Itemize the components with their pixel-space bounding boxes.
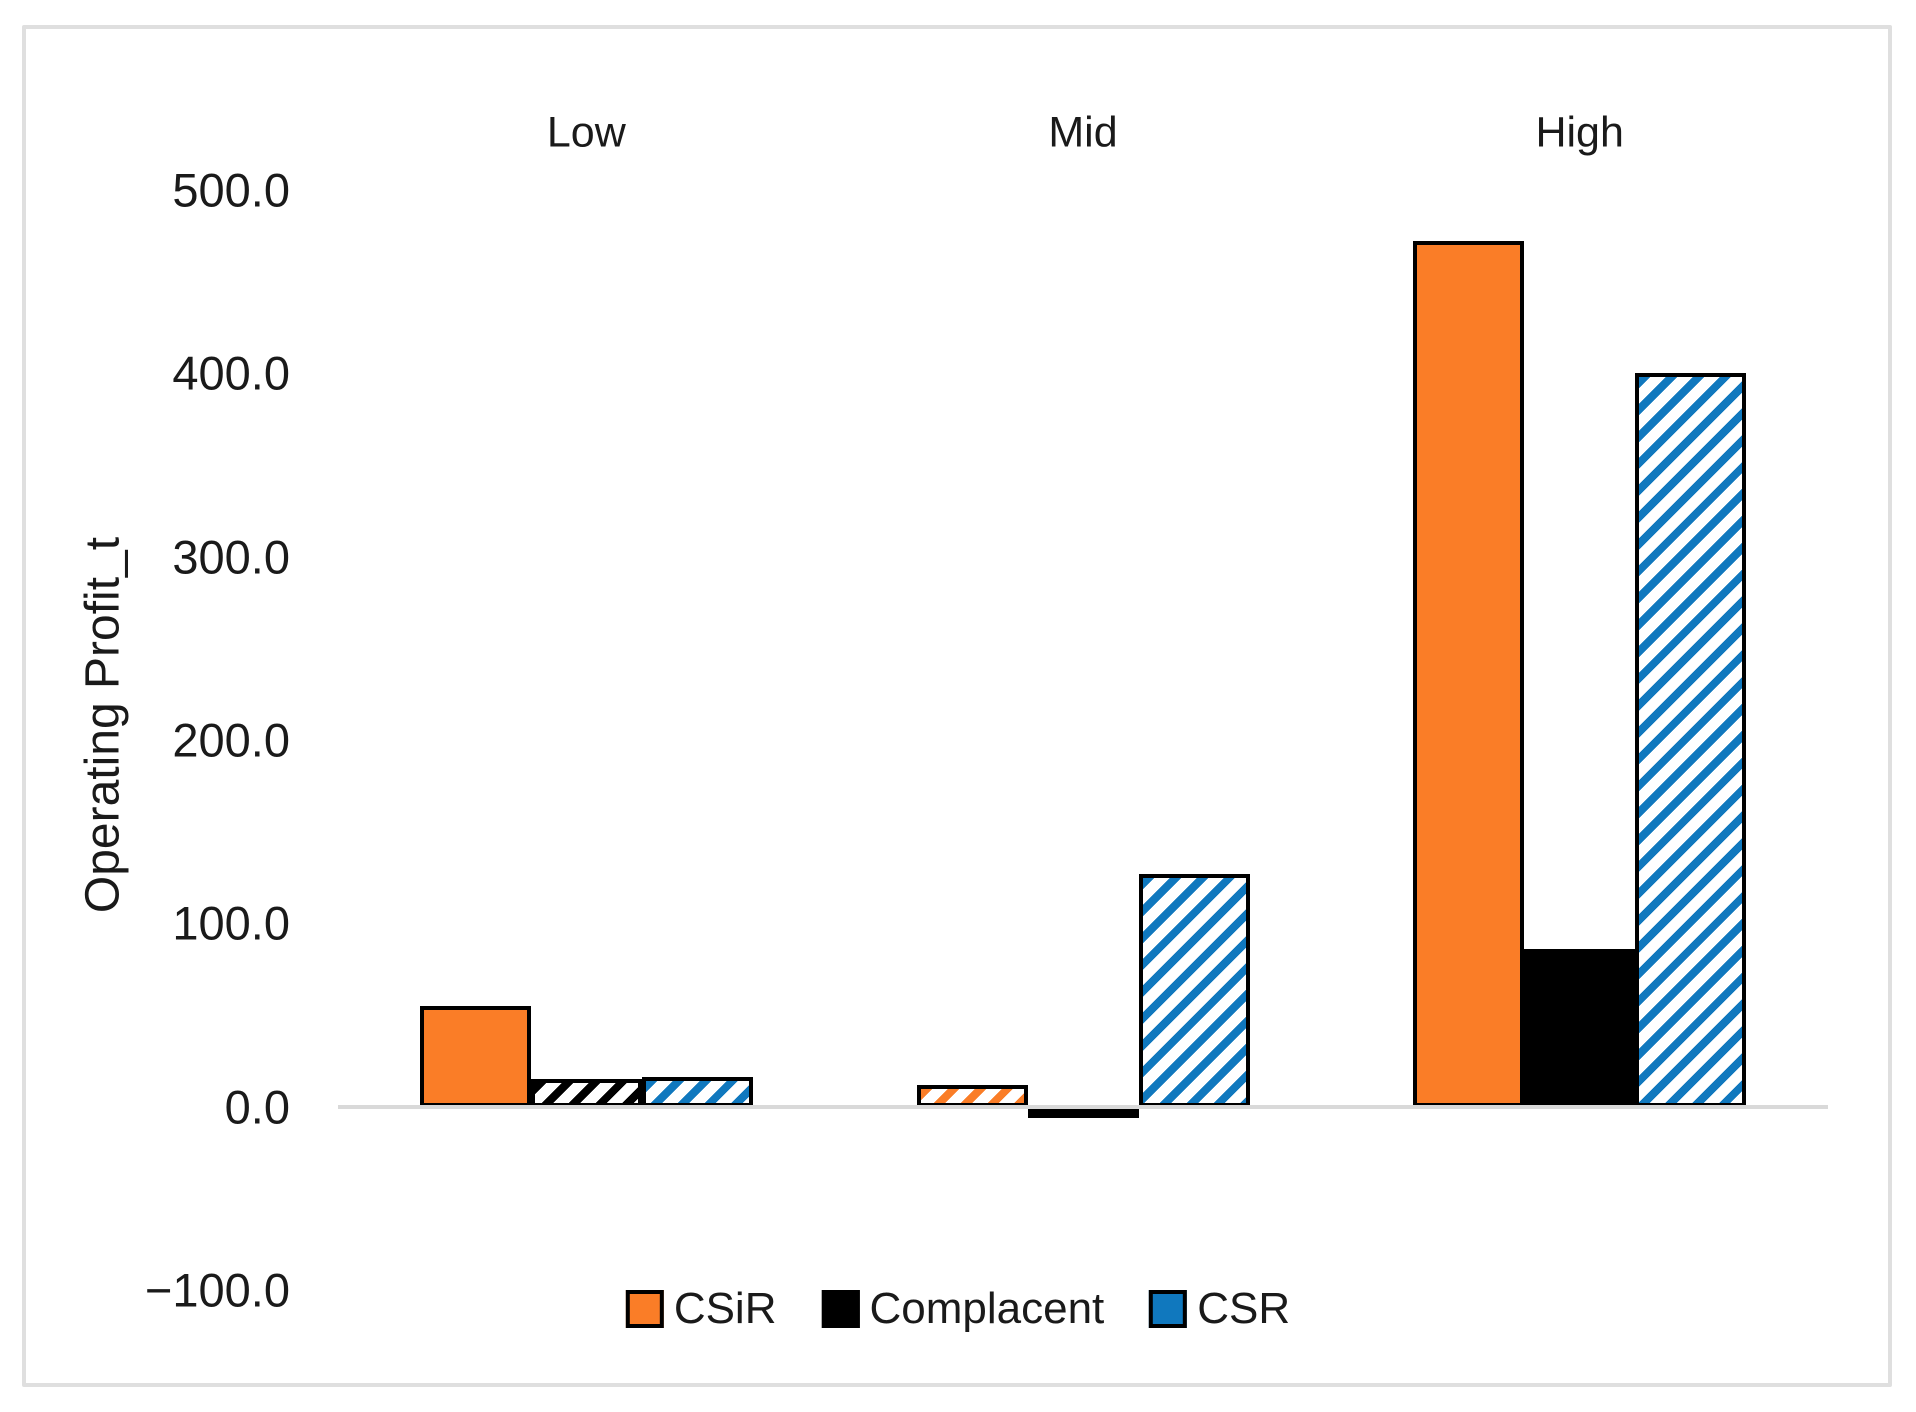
category-label-low: Low <box>546 108 626 157</box>
bar-csir-low <box>419 1005 531 1107</box>
figure-frame <box>22 25 1892 1387</box>
legend: CSiR Complacent CSR <box>625 1284 1290 1334</box>
legend-swatch-complacent <box>821 1290 860 1328</box>
x-axis-line <box>338 1105 1828 1109</box>
y-tick-label: 200.0 <box>172 713 290 767</box>
category-label-mid: Mid <box>1048 108 1118 157</box>
legend-label-csr: CSR <box>1197 1284 1291 1333</box>
bar-csir-high <box>1413 241 1525 1107</box>
y-tick-label: 400.0 <box>172 346 290 400</box>
legend-item-csr: CSR <box>1149 1284 1290 1334</box>
legend-label-complacent: Complacent <box>869 1284 1105 1333</box>
y-tick-label: 300.0 <box>172 530 290 584</box>
category-label-high: High <box>1535 108 1624 157</box>
bar-complacent-low <box>530 1079 642 1107</box>
y-tick-label: 0.0 <box>224 1080 290 1134</box>
bar-csr-low <box>641 1077 753 1107</box>
y-axis-title: Operating Profit_t <box>76 536 130 914</box>
legend-item-csir: CSiR <box>625 1284 777 1334</box>
bar-csr-high <box>1635 373 1747 1107</box>
bar-csir-mid <box>916 1084 1028 1107</box>
y-tick-label: −100.0 <box>144 1263 290 1317</box>
bar-csr-mid <box>1138 873 1250 1107</box>
legend-label-csir: CSiR <box>673 1284 777 1333</box>
y-tick-label: 100.0 <box>172 896 290 950</box>
legend-swatch-csr <box>1149 1290 1188 1328</box>
bar-complacent-mid <box>1027 1106 1139 1118</box>
legend-swatch-csir <box>625 1290 664 1328</box>
y-tick-label: 500.0 <box>172 163 290 217</box>
legend-item-complacent: Complacent <box>821 1284 1105 1334</box>
bar-complacent-high <box>1524 949 1636 1107</box>
